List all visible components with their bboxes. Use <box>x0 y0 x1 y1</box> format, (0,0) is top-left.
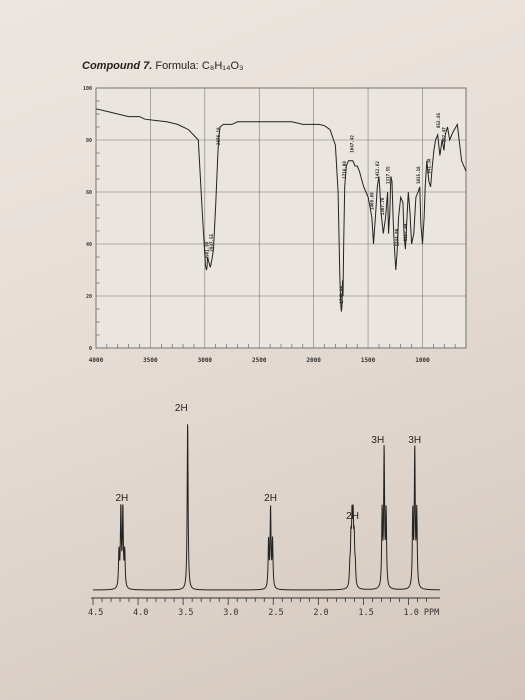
ir-y-tick-label: 0 <box>89 346 92 352</box>
nmr-integration-label: 2H <box>115 493 128 504</box>
ir-peak-label: 1035.18 <box>416 166 421 184</box>
nmr-integration-label: 2H <box>346 511 359 522</box>
ir-peak-label: 941.38 <box>426 158 431 174</box>
ir-peak-label: 1317.55 <box>386 166 391 184</box>
compound-label: Compound 7. <box>82 60 153 72</box>
ir-x-tick-label: 2000 <box>306 357 321 364</box>
ir-y-tick-label: 40 <box>86 242 92 248</box>
ir-peak-label: 2981.99 <box>204 241 209 259</box>
ir-x-tick-label: 1500 <box>361 357 376 364</box>
ir-peak-label: 1157.44 <box>403 223 408 241</box>
ir-y-tick-label: 100 <box>83 86 92 92</box>
nmr-x-tick-label: 3.5 <box>178 608 193 618</box>
page-title: Compound 7. Formula: C₈H₁₄O₃ <box>82 60 244 72</box>
nmr-integration-label: 3H <box>371 435 384 446</box>
ir-y-tick-label: 80 <box>86 138 92 144</box>
ir-x-tick-label: 2500 <box>252 357 267 364</box>
nmr-integration-label: 3H <box>408 435 421 446</box>
ir-peak-label: 1718.08 <box>342 161 347 179</box>
nmr-integration-label: 2H <box>264 493 277 504</box>
ir-peak-label: 2876.18 <box>216 127 221 145</box>
nmr-x-tick-label: 2.0 <box>313 608 328 618</box>
ir-peak-label: 2937.55 <box>209 233 214 251</box>
ir-peak-label: 1745.98 <box>339 285 344 303</box>
ir-x-tick-label: 3000 <box>198 357 213 364</box>
nmr-x-tick-label: 3.0 <box>223 608 238 618</box>
ir-peak-label: 1412.62 <box>375 161 380 179</box>
nmr-x-tick-label: 4.5 <box>88 608 103 618</box>
ir-peak-label: 802.47 <box>442 127 447 143</box>
ir-peak-label: 852.85 <box>436 112 441 128</box>
ir-peak-label: 1234.09 <box>395 228 400 246</box>
ir-y-tick-label: 20 <box>86 294 92 300</box>
formula-value: C₈H₁₄O₃ <box>201 60 244 72</box>
formula-label: Formula: <box>155 60 199 72</box>
nmr-x-tick-label: 4.0 <box>133 608 148 618</box>
ir-peak-label: 1367.76 <box>380 197 385 215</box>
ir-x-tick-label: 1000 <box>415 357 430 364</box>
ir-spectrum-line <box>95 108 467 312</box>
ir-x-tick-label: 3500 <box>143 357 158 364</box>
nmr-x-tick-label: 1.0 PPM <box>403 608 439 618</box>
nmr-x-tick-label: 1.5 <box>358 608 373 618</box>
nmr-spectrum-line <box>93 424 441 591</box>
ir-y-tick-label: 60 <box>86 190 92 196</box>
ir-x-tick-label: 4000 <box>89 357 104 364</box>
nmr-x-tick-label: 2.5 <box>268 608 283 618</box>
nmr-integration-label: 2H <box>175 403 188 414</box>
ir-peak-label: 1466.69 <box>369 192 374 210</box>
ir-peak-label: 1647.42 <box>350 135 355 153</box>
